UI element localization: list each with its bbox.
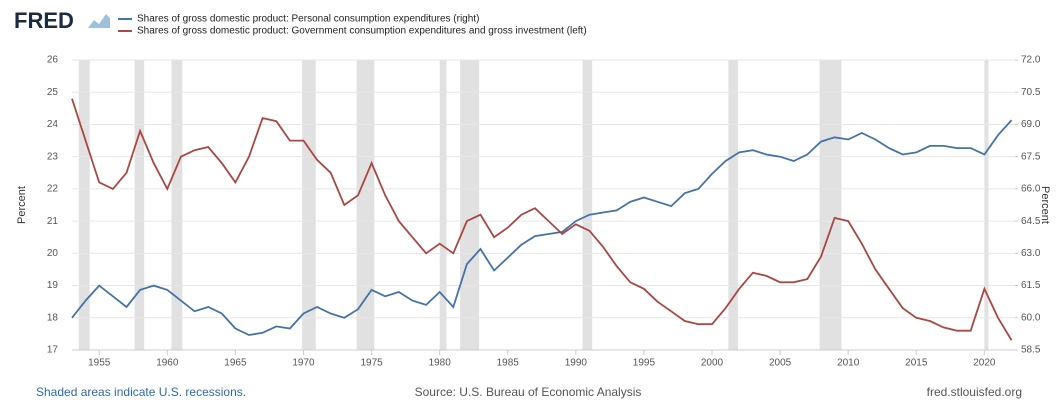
x-tick-label: 1995 (633, 358, 656, 369)
x-tick-label: 2005 (769, 358, 792, 369)
x-tick-label: 2000 (701, 358, 724, 369)
recession-band (356, 60, 375, 350)
y-tick-label: 22 (47, 184, 59, 195)
y2-tick-label: 67.5 (1021, 151, 1041, 162)
y-axis-title: Percent (16, 186, 28, 224)
y2-tick-label: 69.0 (1021, 119, 1041, 130)
y-tick-label: 19 (47, 280, 59, 291)
y-tick-label: 26 (47, 55, 59, 66)
logo: FRED (14, 8, 74, 33)
y2-axis-title: Percent (1039, 186, 1051, 224)
y2-tick-label: 58.5 (1021, 345, 1041, 356)
recession-band (302, 60, 316, 350)
y2-tick-label: 63.0 (1021, 248, 1041, 259)
x-tick-label: 1955 (88, 358, 111, 369)
legend-label: Shares of gross domestic product: Person… (137, 14, 479, 25)
legend-label: Shares of gross domestic product: Govern… (137, 26, 587, 37)
plot-area (72, 60, 1015, 350)
x-tick-label: 2015 (905, 358, 928, 369)
x-tick-label: 2010 (837, 358, 860, 369)
x-tick-label: 1990 (565, 358, 588, 369)
y-tick-label: 17 (47, 345, 59, 356)
x-tick-label: 1970 (292, 358, 315, 369)
recession-band (582, 60, 593, 350)
y-tick-label: 21 (47, 216, 59, 227)
y2-tick-label: 64.5 (1021, 216, 1041, 227)
recession-note[interactable]: Shaded areas indicate U.S. recessions. (36, 385, 246, 399)
y-tick-label: 18 (47, 312, 59, 323)
y-tick-label: 25 (47, 87, 59, 98)
logo-icon (88, 14, 110, 28)
series-line (71, 119, 1013, 336)
recession-band (134, 60, 145, 350)
site[interactable]: fred.stlouisfed.org (927, 385, 1022, 399)
x-tick-label: 1960 (156, 358, 179, 369)
y2-tick-label: 70.5 (1021, 87, 1041, 98)
y2-tick-label: 61.5 (1021, 280, 1041, 291)
y2-tick-label: 60.0 (1021, 312, 1041, 323)
recession-band (171, 60, 183, 350)
x-tick-label: 1965 (224, 358, 247, 369)
y-tick-label: 23 (47, 151, 59, 162)
series-line (71, 98, 1013, 341)
recession-band (439, 60, 447, 350)
x-tick-label: 1980 (429, 358, 452, 369)
y-tick-label: 24 (47, 119, 59, 130)
y-tick-label: 20 (47, 248, 59, 259)
recession-band (460, 60, 480, 350)
y2-tick-label: 72.0 (1021, 55, 1041, 66)
recession-band (728, 60, 738, 350)
x-tick-label: 2020 (973, 358, 996, 369)
recession-band (819, 60, 842, 350)
y2-tick-label: 66.0 (1021, 184, 1041, 195)
x-tick-label: 1975 (360, 358, 383, 369)
x-tick-label: 1985 (497, 358, 520, 369)
source: Source: U.S. Bureau of Economic Analysis (415, 385, 642, 399)
recession-band (78, 60, 90, 350)
recession-band (984, 60, 989, 350)
